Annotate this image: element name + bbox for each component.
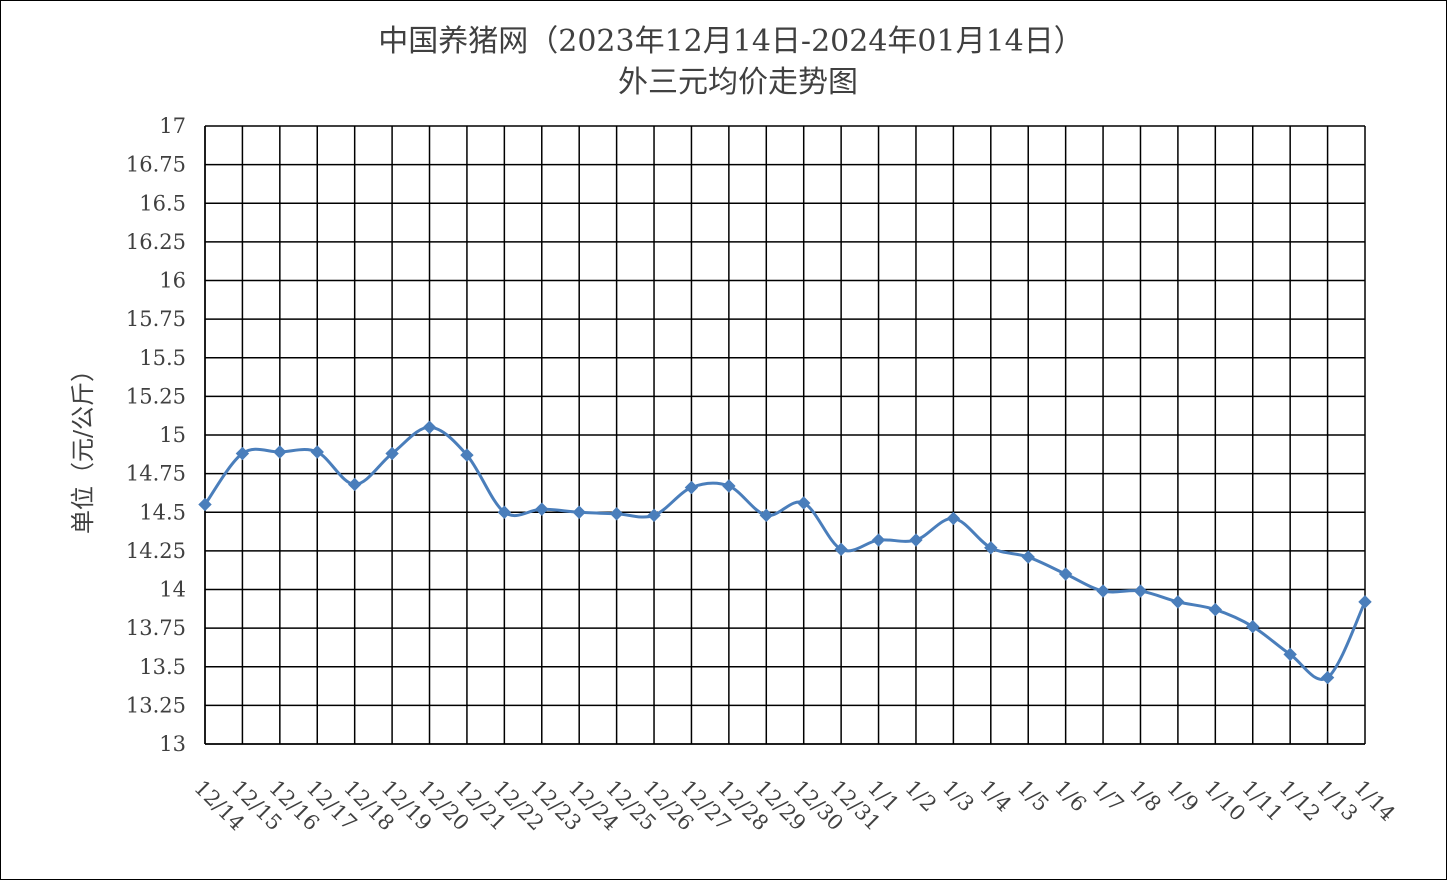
x-tick-label: 1/4 — [975, 776, 1016, 817]
data-point-marker — [572, 505, 586, 519]
data-point-marker — [1096, 584, 1110, 598]
x-tick-label: 1/2 — [900, 776, 941, 817]
x-tick-label: 1/3 — [938, 776, 979, 817]
x-tick-label: 1/9 — [1162, 776, 1203, 817]
data-point-marker — [198, 497, 212, 512]
grid-lines — [204, 125, 1366, 745]
data-point-marker — [759, 508, 773, 523]
data-point-marker — [984, 541, 998, 555]
data-point-marker — [535, 502, 549, 516]
data-point-marker — [1358, 595, 1372, 609]
data-point-marker — [909, 533, 923, 547]
data-point-marker — [497, 505, 512, 519]
data-point-marker — [1246, 619, 1260, 634]
y-axis-label: 单位（元/公斤） — [69, 358, 97, 534]
series-line — [203, 425, 1367, 681]
chart-title: 中国养猪网（2023年12月14日-2024年01月14日） — [378, 24, 1084, 59]
data-point-marker — [871, 533, 886, 547]
x-tick-label: 1/5 — [1013, 776, 1054, 817]
x-tick-labels: 12/1412/1512/1612/1712/1812/1912/2012/21… — [189, 776, 1399, 836]
data-point-marker — [422, 420, 437, 434]
y-tick-label: 13 — [159, 732, 186, 756]
y-tick-label: 15.5 — [139, 346, 186, 370]
y-tick-label: 16 — [159, 269, 186, 293]
data-point-marker — [310, 445, 324, 459]
data-point-marker — [1283, 647, 1297, 662]
data-point-marker — [273, 445, 287, 459]
data-point-marker — [684, 480, 699, 495]
series-layer — [198, 420, 1372, 685]
y-tick-label: 13.25 — [126, 693, 186, 717]
y-tick-label: 15.75 — [126, 307, 186, 331]
x-tick-label: 1/11 — [1237, 776, 1287, 826]
x-tick-label: 1/7 — [1088, 776, 1129, 817]
y-tick-label: 14 — [159, 578, 186, 602]
y-tick-label: 13.5 — [139, 655, 186, 679]
y-tick-label: 15 — [159, 423, 186, 447]
y-tick-label: 13.75 — [126, 616, 186, 640]
x-tick-label: 1/10 — [1200, 776, 1250, 826]
data-point-marker — [1133, 584, 1148, 598]
data-point-marker — [834, 542, 848, 557]
data-point-marker — [1320, 670, 1335, 685]
y-tick-label: 14.5 — [139, 500, 186, 524]
chart-subtitle: 外三元均价走势图 — [618, 65, 858, 100]
data-point-marker — [1208, 602, 1223, 617]
data-point-marker — [1171, 595, 1185, 609]
data-point-marker — [460, 448, 474, 462]
data-point-marker — [235, 446, 250, 461]
data-point-marker — [609, 507, 624, 521]
data-point-marker — [647, 508, 661, 523]
y-tick-label: 16.25 — [126, 230, 186, 254]
y-tick-label: 14.75 — [126, 462, 186, 486]
x-tick-label: 1/6 — [1050, 776, 1091, 817]
axes — [204, 126, 1365, 745]
y-tick-label: 15.25 — [126, 384, 186, 408]
y-tick-label: 14.25 — [126, 539, 186, 563]
x-tick-label: 1/14 — [1349, 776, 1399, 826]
y-tick-label: 16.5 — [139, 191, 186, 215]
y-tick-labels: 13 13.25 13.5 13.75 14 14.25 14.5 14.75 15 15.25 1… — [126, 114, 186, 756]
data-point-marker — [347, 477, 362, 492]
data-point-marker — [1058, 567, 1073, 581]
data-point-marker — [722, 479, 736, 493]
data-point-marker — [946, 511, 961, 526]
data-point-marker — [1021, 550, 1035, 564]
data-point-marker — [385, 446, 399, 461]
y-tick-label: 17 — [159, 114, 186, 138]
data-point-marker — [797, 496, 811, 510]
x-tick-label: 1/13 — [1312, 776, 1362, 826]
x-tick-label: 1/12 — [1275, 776, 1325, 826]
y-tick-label: 16.75 — [126, 153, 186, 177]
x-tick-label: 1/8 — [1125, 776, 1166, 817]
